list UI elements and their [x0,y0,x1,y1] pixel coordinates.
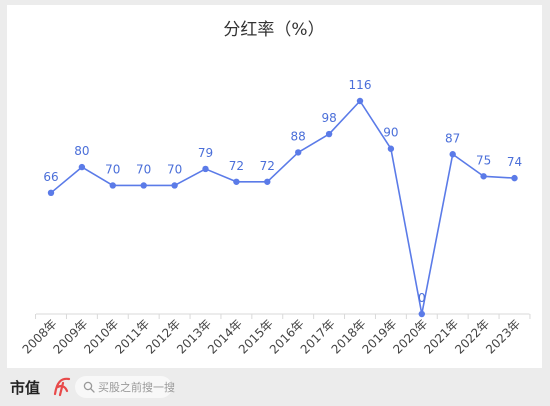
data-point [449,151,456,158]
chart-title: 分红率（%） [223,20,324,40]
series-line [50,100,515,315]
footer-bar: 市值 买股之前搜一搜 [0,368,550,406]
data-point [356,97,364,105]
data-point [47,189,55,197]
data-point [140,182,147,189]
data-label: 72 [229,159,244,173]
brand-logo-icon [53,377,71,397]
data-point [418,310,425,318]
search-icon [83,381,95,393]
data-label: 98 [321,111,336,125]
data-point [171,182,178,189]
data-point [480,173,487,180]
search-input[interactable]: 买股之前搜一搜 [75,376,175,398]
data-label: 66 [43,170,58,184]
data-label: 80 [74,144,89,158]
data-point [109,182,117,189]
data-label: 75 [476,153,491,167]
data-label: 116 [349,78,372,92]
data-point [233,178,240,185]
search-placeholder: 买股之前搜一搜 [98,381,175,394]
data-point [325,130,333,138]
data-label: 70 [167,162,182,176]
data-label: 79 [198,146,213,160]
data-label: 72 [260,159,275,173]
data-point [387,145,395,152]
x-tick-label: 2023年 [483,317,523,357]
chart-card: 分红率（%） 2008年 2009年 2010年 2011年 2012年 2013年 2014… [7,5,542,368]
data-label: 87 [445,131,460,145]
data-point [202,165,209,173]
data-point [264,178,271,185]
data-label: 0 [418,291,426,305]
data-label: 70 [105,162,120,176]
data-label: 90 [383,126,398,140]
data-label: 74 [507,155,522,169]
data-point [78,163,86,171]
line-chart: 分红率（%）2008年2009年2010年2011年2012年2013年2014… [20,20,531,357]
data-point [295,149,302,156]
brand-name: 市值 [10,379,41,397]
data-label: 88 [291,129,306,143]
data-label: 70 [136,162,151,176]
data-point [511,174,518,182]
